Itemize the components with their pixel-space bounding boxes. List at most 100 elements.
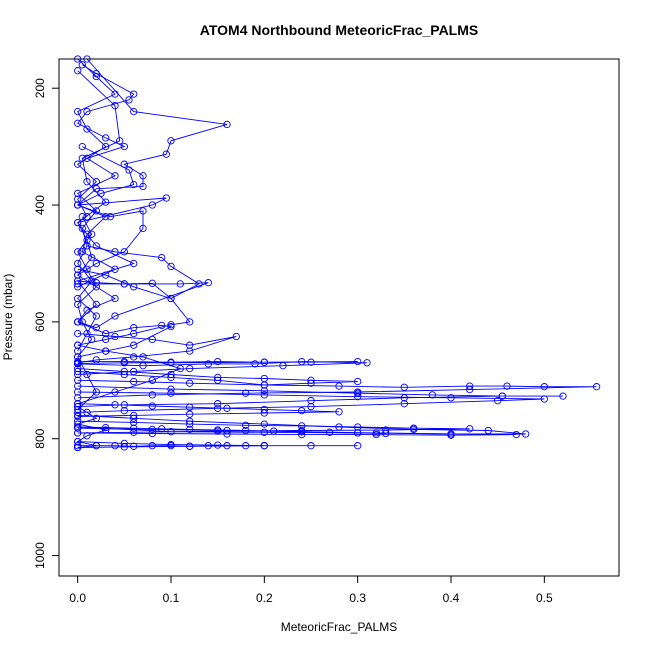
data-point	[260, 405, 268, 414]
data-point	[148, 402, 156, 410]
series-line-26	[77, 426, 386, 434]
data-point	[111, 102, 119, 110]
data-point	[74, 318, 82, 326]
data-point	[130, 411, 138, 420]
data-point	[186, 341, 194, 349]
data-point	[74, 189, 82, 198]
data-point	[74, 423, 82, 431]
data-point	[354, 429, 362, 437]
data-point	[120, 407, 128, 415]
data-point	[74, 329, 82, 338]
data-point	[130, 442, 138, 450]
series-group	[74, 55, 601, 452]
data-point	[186, 347, 194, 355]
data-point	[74, 160, 82, 168]
data-point	[120, 367, 128, 376]
data-point	[260, 409, 268, 417]
data-point	[92, 242, 100, 250]
data-point	[167, 262, 175, 271]
data-point	[74, 107, 82, 116]
data-point	[307, 397, 315, 405]
data-point	[92, 442, 100, 450]
series-line-1	[76, 58, 228, 288]
chart-title: ATOM4 Northbound MeteoricFrac_PALMS	[200, 22, 478, 38]
data-point	[447, 394, 455, 402]
data-point	[167, 321, 175, 329]
data-point	[139, 353, 147, 361]
y-tick-label: 800	[33, 428, 47, 448]
data-point	[204, 360, 212, 368]
data-point	[111, 294, 119, 303]
data-point	[83, 306, 91, 314]
data-point	[354, 423, 362, 431]
data-point	[111, 332, 119, 341]
data-point	[92, 312, 100, 320]
series-line-24	[75, 406, 108, 448]
data-point	[251, 360, 259, 368]
data-point	[74, 280, 82, 288]
data-point	[260, 391, 268, 399]
data-point	[83, 242, 91, 250]
data-point	[120, 443, 128, 451]
data-point	[106, 213, 114, 221]
data-point	[298, 407, 306, 415]
series-line-4	[76, 204, 144, 323]
data-point	[102, 329, 110, 338]
data-point	[74, 353, 82, 361]
data-point	[78, 248, 86, 256]
data-point	[260, 420, 268, 428]
series-line-5	[77, 245, 200, 299]
data-point	[167, 442, 175, 450]
data-point	[74, 367, 82, 376]
data-point	[522, 430, 530, 438]
data-point	[186, 364, 194, 373]
data-point	[494, 397, 502, 405]
data-point	[242, 421, 250, 429]
data-point	[279, 362, 287, 370]
data-point	[260, 428, 268, 436]
data-point	[139, 362, 147, 370]
data-point	[186, 410, 194, 418]
data-point	[298, 357, 306, 366]
data-point	[260, 358, 268, 366]
data-point	[139, 207, 147, 215]
data-point	[83, 265, 91, 273]
data-point	[111, 312, 119, 320]
data-point	[260, 381, 268, 389]
data-point	[111, 172, 119, 180]
data-point	[74, 382, 82, 390]
data-point	[74, 341, 82, 349]
series-line-8	[77, 321, 173, 358]
data-point	[83, 178, 91, 186]
data-point	[158, 425, 166, 433]
data-point	[120, 248, 128, 256]
data-point	[78, 213, 86, 221]
data-point	[148, 335, 156, 344]
data-point	[92, 178, 100, 186]
data-point	[92, 388, 100, 396]
data-point	[148, 201, 156, 209]
data-point	[78, 142, 86, 151]
data-point	[74, 405, 82, 414]
data-point	[74, 437, 82, 446]
data-point	[102, 426, 110, 434]
data-point	[111, 442, 119, 450]
data-point	[130, 353, 138, 361]
data-point	[130, 377, 138, 386]
data-point	[326, 428, 334, 436]
data-point	[167, 137, 175, 145]
data-point	[74, 271, 82, 279]
data-point	[307, 379, 315, 387]
data-point	[214, 357, 222, 366]
data-point	[148, 279, 156, 287]
data-point	[400, 394, 408, 402]
data-point	[111, 388, 119, 396]
data-point	[307, 402, 315, 411]
data-point	[484, 426, 492, 435]
data-point	[74, 347, 82, 355]
data-point	[214, 404, 222, 412]
y-axis: 200 400 600 800 1000	[33, 78, 60, 569]
series-line-9	[77, 333, 237, 364]
data-point	[158, 253, 166, 262]
series-line-7	[77, 282, 209, 329]
